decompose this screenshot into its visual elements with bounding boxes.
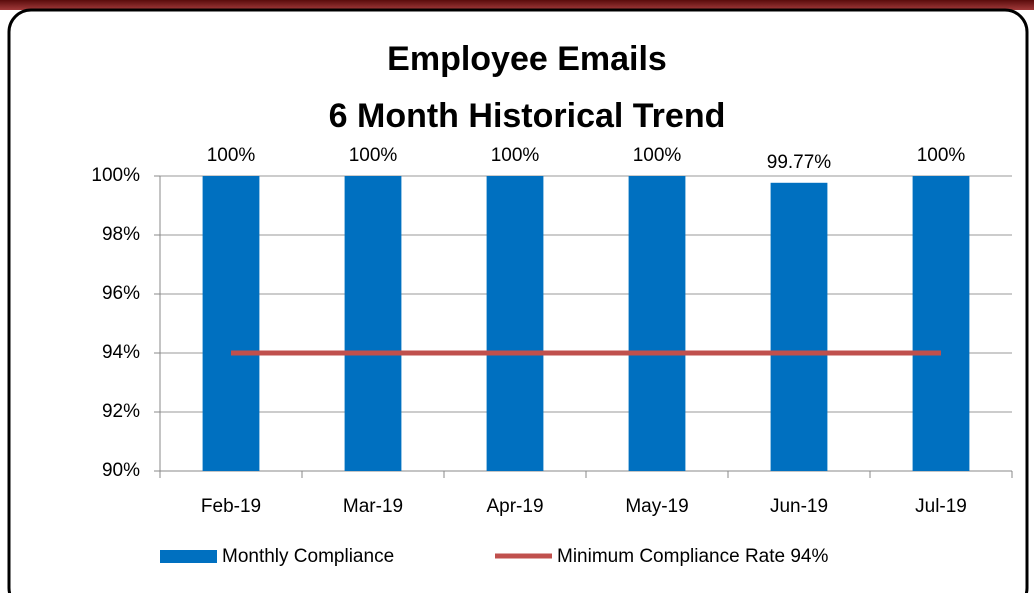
x-tick-label: Apr-19	[486, 496, 543, 517]
data-label: 100%	[917, 145, 966, 166]
data-label: 100%	[633, 145, 682, 166]
x-tick-label: Jun-19	[770, 496, 828, 517]
y-tick-label: 90%	[102, 460, 140, 481]
bar	[344, 176, 402, 471]
bar	[770, 182, 828, 471]
x-tick-label: Jul-19	[915, 496, 967, 517]
bar	[628, 176, 686, 471]
data-label: 100%	[491, 145, 540, 166]
y-tick-label: 92%	[102, 401, 140, 422]
x-tick-label: May-19	[625, 496, 688, 517]
x-tick-label: Mar-19	[343, 496, 403, 517]
y-tick-label: 94%	[102, 342, 140, 363]
data-label: 100%	[207, 145, 256, 166]
y-tick-label: 96%	[102, 283, 140, 304]
x-tick-label: Feb-19	[201, 496, 261, 517]
chart-title: Employee Emails	[387, 40, 667, 78]
bar	[912, 176, 970, 471]
data-label: 99.77%	[767, 152, 832, 173]
bar	[202, 176, 260, 471]
chart-subtitle: 6 Month Historical Trend	[329, 97, 726, 135]
legend-label: Monthly Compliance	[222, 546, 394, 567]
top-stripe	[0, 0, 1034, 10]
y-tick-label: 100%	[91, 165, 140, 186]
y-tick-label: 98%	[102, 224, 140, 245]
bar	[486, 176, 544, 471]
data-label: 100%	[349, 145, 398, 166]
legend-swatch	[160, 550, 217, 563]
legend-label: Minimum Compliance Rate 94%	[557, 546, 828, 567]
